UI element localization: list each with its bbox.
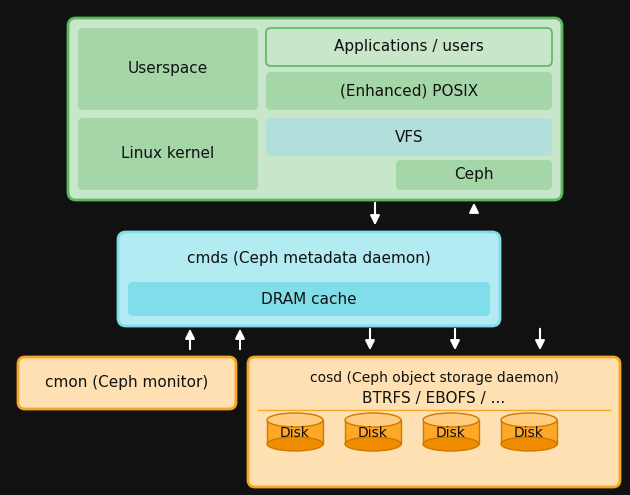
Ellipse shape (501, 437, 557, 451)
FancyBboxPatch shape (78, 28, 258, 110)
FancyBboxPatch shape (266, 72, 552, 110)
Ellipse shape (345, 413, 401, 427)
FancyBboxPatch shape (248, 357, 620, 487)
Text: VFS: VFS (394, 130, 423, 145)
Text: Disk: Disk (514, 426, 544, 441)
FancyBboxPatch shape (118, 232, 500, 326)
FancyBboxPatch shape (266, 28, 552, 66)
Ellipse shape (501, 413, 557, 427)
Text: (Enhanced) POSIX: (Enhanced) POSIX (340, 84, 478, 99)
Text: Linux kernel: Linux kernel (122, 147, 215, 161)
Text: BTRFS / EBOFS / ...: BTRFS / EBOFS / ... (362, 391, 506, 405)
Text: Applications / users: Applications / users (334, 40, 484, 54)
FancyBboxPatch shape (78, 118, 258, 190)
Ellipse shape (345, 437, 401, 451)
Text: Disk: Disk (358, 426, 388, 441)
Text: DRAM cache: DRAM cache (261, 292, 357, 306)
Text: cmds (Ceph metadata daemon): cmds (Ceph metadata daemon) (187, 251, 431, 266)
FancyBboxPatch shape (396, 160, 552, 190)
Bar (345, 420, 401, 444)
FancyBboxPatch shape (128, 282, 490, 316)
Ellipse shape (423, 437, 479, 451)
FancyBboxPatch shape (266, 118, 552, 156)
Bar (267, 420, 323, 444)
FancyBboxPatch shape (18, 357, 236, 409)
FancyBboxPatch shape (68, 18, 562, 200)
Text: Ceph: Ceph (454, 167, 494, 183)
Bar (501, 420, 557, 444)
FancyBboxPatch shape (128, 240, 490, 278)
Text: cmon (Ceph monitor): cmon (Ceph monitor) (45, 376, 209, 391)
Text: Disk: Disk (436, 426, 466, 441)
Ellipse shape (423, 413, 479, 427)
Text: Userspace: Userspace (128, 61, 208, 77)
Bar (423, 420, 479, 444)
Text: Disk: Disk (280, 426, 310, 441)
Ellipse shape (267, 437, 323, 451)
Text: cosd (Ceph object storage daemon): cosd (Ceph object storage daemon) (309, 371, 559, 385)
Ellipse shape (267, 413, 323, 427)
